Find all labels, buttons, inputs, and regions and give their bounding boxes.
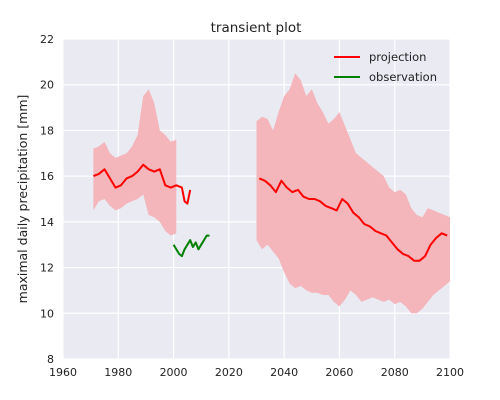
x-tick-labels: 1960 1980 2000 2020 2040 2060 2080 2100 (49, 366, 464, 379)
x-tick-label: 2020 (215, 366, 243, 379)
x-tick-label: 2100 (436, 366, 464, 379)
y-axis-label: maximal daily precipitation [mm] (15, 95, 30, 304)
y-tick-label: 22 (40, 33, 54, 46)
series-line-projection (93, 163, 192, 205)
y-tick-label: 8 (47, 353, 54, 366)
x-tick-label: 2000 (160, 366, 188, 379)
legend-label-observation: observation (369, 70, 437, 84)
y-tick-label: 20 (40, 79, 54, 92)
x-tick-label: 1960 (49, 366, 77, 379)
series-line-projection (258, 177, 448, 262)
band-projection (93, 89, 177, 236)
y-tick-label: 10 (40, 307, 54, 320)
y-tick-labels: 8 10 12 14 16 18 20 22 (40, 33, 54, 366)
legend-label-projection: projection (369, 50, 426, 64)
x-tick-label: 1980 (104, 366, 132, 379)
y-tick-label: 16 (40, 170, 54, 183)
x-tick-label: 2080 (381, 366, 409, 379)
x-tick-label: 2040 (270, 366, 298, 379)
legend: projection observation (334, 50, 437, 84)
series-lines (93, 163, 448, 262)
y-tick-label: 14 (40, 216, 54, 229)
chart-title: transient plot (211, 20, 302, 36)
y-tick-label: 12 (40, 262, 54, 275)
series-line-observation (172, 234, 210, 258)
x-tick-label: 2060 (325, 366, 353, 379)
y-tick-label: 18 (40, 124, 54, 137)
